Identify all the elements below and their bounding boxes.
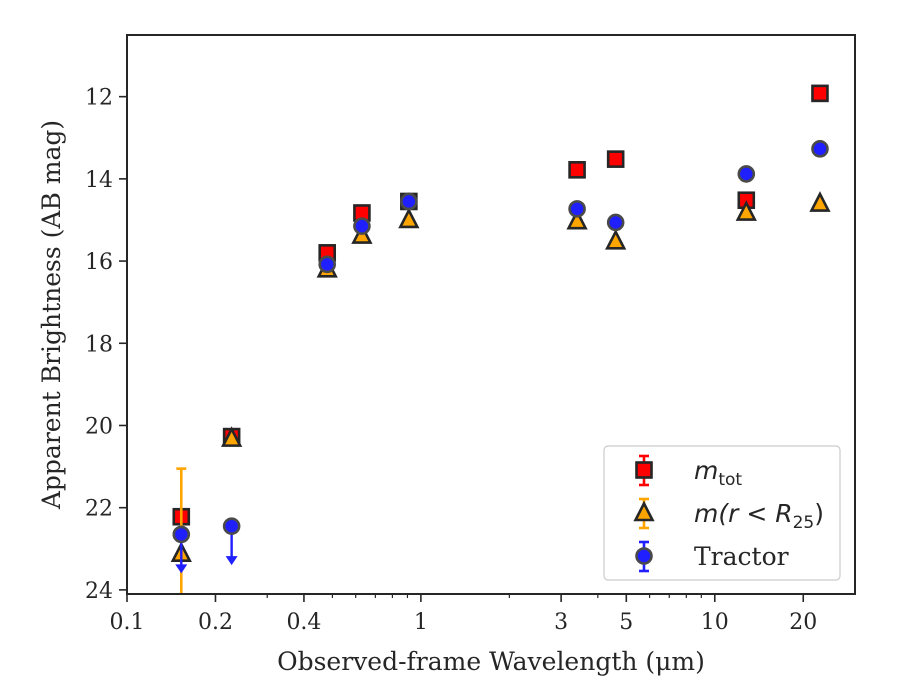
legend-entry: m(r < R25) <box>633 497 824 533</box>
y-tick-label: 18 <box>85 332 113 357</box>
x-tick-label: 3 <box>554 610 568 635</box>
x-tick-label: 5 <box>619 610 633 635</box>
series-circle <box>172 140 829 574</box>
data-point <box>737 165 756 183</box>
y-tick-label: 16 <box>85 250 113 275</box>
legend-marker <box>635 547 653 565</box>
data-point <box>222 517 241 535</box>
legend-entry: mtot <box>635 454 742 490</box>
data-point <box>221 426 243 447</box>
data-point <box>605 228 627 250</box>
data-point <box>811 140 829 158</box>
data-point <box>566 208 588 230</box>
legend: mtot m(r < R25) Tractor <box>603 445 841 581</box>
y-axis: 12 14 16 18 20 22 24 <box>85 86 127 604</box>
data-point <box>568 161 586 179</box>
y-tick-label: 12 <box>85 86 113 111</box>
data-point <box>809 191 831 212</box>
data-point <box>735 200 757 221</box>
x-tick-label: 0.4 <box>286 610 321 635</box>
data-point <box>400 192 418 211</box>
y-tick-label: 14 <box>85 168 113 193</box>
legend-label: Tractor <box>694 542 789 571</box>
x-axis: 0.1 0.2 0.4 1 3 5 10 20 <box>110 594 817 635</box>
data-point <box>606 213 625 232</box>
data-point <box>318 255 337 274</box>
legend-label: m(r < R25) <box>694 499 824 533</box>
upper-limit-arrow <box>225 556 238 566</box>
upper-limit-arrow <box>175 564 188 574</box>
legend-entry: Tractor <box>635 540 789 573</box>
data-point <box>811 84 829 103</box>
x-tick-label: 10 <box>701 610 729 635</box>
x-tick-label: 20 <box>789 610 817 635</box>
data-point <box>353 217 371 235</box>
data-point <box>568 200 586 218</box>
y-tick-label: 24 <box>85 579 113 604</box>
legend-marker <box>633 500 655 522</box>
legend-marker <box>635 461 653 479</box>
x-tick-label: 0.1 <box>110 610 145 635</box>
x-tick-label: 0.2 <box>198 610 233 635</box>
data-point <box>398 207 420 229</box>
y-tick-label: 20 <box>85 414 113 439</box>
legend-label: mtot <box>694 456 742 490</box>
legend-box <box>603 445 841 581</box>
series-triangle <box>170 191 831 594</box>
data-point <box>172 525 191 544</box>
data-point <box>606 150 625 168</box>
axes-frame <box>126 34 856 595</box>
data-markers <box>170 84 831 594</box>
x-axis-label: Observed-frame Wavelength (μm) <box>277 647 705 676</box>
y-axis-label: Apparent Brightness (AB mag) <box>37 120 66 510</box>
y-tick-label: 22 <box>85 497 113 522</box>
x-tick-label: 1 <box>414 610 428 635</box>
